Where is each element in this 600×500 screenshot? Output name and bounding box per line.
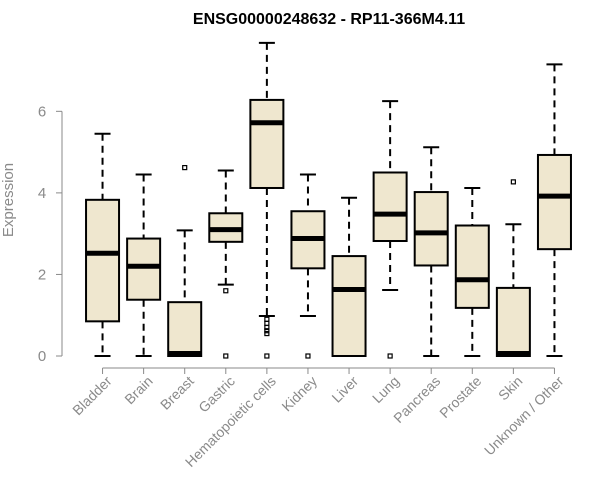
x-tick-label-1: Brain	[121, 373, 155, 407]
x-tick-label-0: Bladder	[69, 373, 115, 419]
outlier-4-0	[264, 316, 270, 322]
box-1	[126, 173, 162, 357]
box-9	[454, 186, 490, 357]
y-tick-label-0: 0	[38, 348, 46, 365]
outlier-7-0	[387, 353, 393, 359]
box-rect-0	[85, 198, 121, 323]
outlier-4-1	[264, 320, 270, 326]
x-tick-label-10: Skin	[495, 373, 526, 404]
box-5	[290, 173, 326, 359]
box-3	[208, 169, 244, 359]
x-tick-label-9: Prostate	[436, 373, 484, 421]
box-8	[413, 146, 449, 357]
y-axis-label: Expression	[0, 163, 17, 237]
outlier-4-2	[264, 324, 270, 331]
box-rect-11	[536, 153, 572, 251]
box-rect-7	[372, 171, 408, 243]
box-7	[372, 100, 408, 359]
box-2	[167, 165, 203, 357]
x-tick-label-5: Kidney	[278, 373, 320, 415]
box-rect-8	[413, 191, 449, 267]
box-4	[249, 41, 285, 359]
outlier-4-4	[264, 330, 270, 337]
box-rect-1	[126, 237, 162, 301]
y-axis: 0 2 4 6	[38, 103, 63, 365]
outlier-4-3	[264, 328, 270, 334]
outlier-5-0	[305, 353, 311, 359]
x-tick-label-6: Liver	[328, 373, 361, 406]
outlier-3-0	[223, 288, 229, 294]
outlier-3-1	[223, 353, 229, 359]
box-11	[536, 63, 572, 357]
outlier-2-0	[182, 165, 188, 171]
box-rect-9	[454, 224, 490, 309]
y-tick-label-3: 6	[38, 103, 46, 120]
y-tick-label-2: 4	[38, 185, 46, 202]
x-tick-label-7: Lung	[369, 373, 402, 406]
chart-title: ENSG00000248632 - RP11-366M4.11	[193, 11, 465, 28]
outlier-4-5	[264, 353, 270, 359]
y-tick-label-1: 2	[38, 266, 46, 283]
boxes-group	[85, 41, 572, 359]
box-rect-4	[249, 98, 285, 189]
x-tick-label-2: Breast	[157, 373, 197, 413]
box-rect-10	[495, 286, 531, 358]
box-6	[331, 196, 367, 357]
box-0	[85, 132, 121, 357]
outlier-10-0	[510, 179, 516, 185]
box-rect-6	[331, 255, 367, 357]
box-10	[495, 179, 531, 358]
box-rect-2	[167, 301, 203, 357]
